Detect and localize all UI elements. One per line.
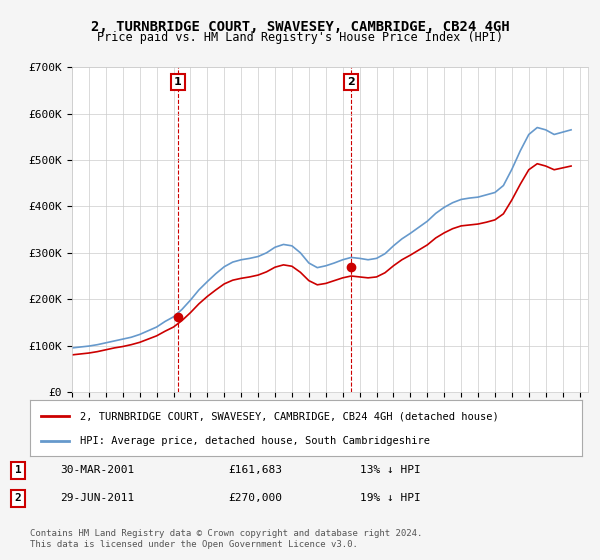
- Text: 30-MAR-2001: 30-MAR-2001: [60, 465, 134, 475]
- Text: £270,000: £270,000: [228, 493, 282, 503]
- Text: Price paid vs. HM Land Registry's House Price Index (HPI): Price paid vs. HM Land Registry's House …: [97, 31, 503, 44]
- Text: 2: 2: [14, 493, 22, 503]
- Text: 2, TURNBRIDGE COURT, SWAVESEY, CAMBRIDGE, CB24 4GH (detached house): 2, TURNBRIDGE COURT, SWAVESEY, CAMBRIDGE…: [80, 411, 499, 421]
- Text: 2, TURNBRIDGE COURT, SWAVESEY, CAMBRIDGE, CB24 4GH: 2, TURNBRIDGE COURT, SWAVESEY, CAMBRIDGE…: [91, 20, 509, 34]
- Text: 1: 1: [174, 77, 182, 87]
- Text: HPI: Average price, detached house, South Cambridgeshire: HPI: Average price, detached house, Sout…: [80, 436, 430, 446]
- Text: Contains HM Land Registry data © Crown copyright and database right 2024.
This d: Contains HM Land Registry data © Crown c…: [30, 529, 422, 549]
- Text: 1: 1: [14, 465, 22, 475]
- Text: 29-JUN-2011: 29-JUN-2011: [60, 493, 134, 503]
- Text: 19% ↓ HPI: 19% ↓ HPI: [360, 493, 421, 503]
- Text: £161,683: £161,683: [228, 465, 282, 475]
- Text: 2: 2: [347, 77, 355, 87]
- Text: 13% ↓ HPI: 13% ↓ HPI: [360, 465, 421, 475]
